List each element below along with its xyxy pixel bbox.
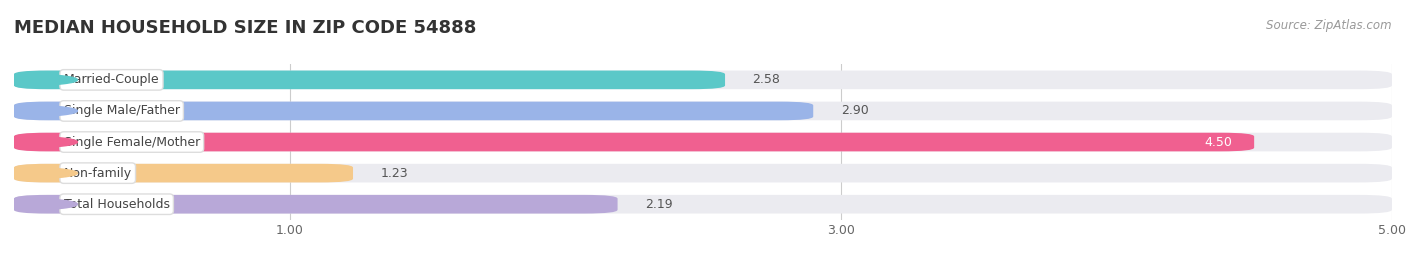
Circle shape xyxy=(0,168,77,179)
FancyBboxPatch shape xyxy=(14,164,353,183)
FancyBboxPatch shape xyxy=(14,102,1392,120)
Text: Total Households: Total Households xyxy=(63,198,170,211)
Text: Single Female/Mother: Single Female/Mother xyxy=(63,136,200,148)
Circle shape xyxy=(0,199,77,210)
Circle shape xyxy=(0,136,77,148)
FancyBboxPatch shape xyxy=(14,70,725,89)
Circle shape xyxy=(0,74,77,85)
Text: Source: ZipAtlas.com: Source: ZipAtlas.com xyxy=(1267,19,1392,32)
FancyBboxPatch shape xyxy=(14,133,1392,151)
Circle shape xyxy=(0,105,77,117)
FancyBboxPatch shape xyxy=(14,102,813,120)
Text: 2.90: 2.90 xyxy=(841,105,869,117)
Text: Married-Couple: Married-Couple xyxy=(63,73,159,86)
FancyBboxPatch shape xyxy=(14,70,1392,89)
FancyBboxPatch shape xyxy=(14,195,617,214)
Text: Single Male/Father: Single Male/Father xyxy=(63,105,180,117)
Text: 4.50: 4.50 xyxy=(1204,136,1232,148)
FancyBboxPatch shape xyxy=(14,164,1392,183)
Text: 1.23: 1.23 xyxy=(381,167,408,180)
Text: MEDIAN HOUSEHOLD SIZE IN ZIP CODE 54888: MEDIAN HOUSEHOLD SIZE IN ZIP CODE 54888 xyxy=(14,19,477,37)
FancyBboxPatch shape xyxy=(14,195,1392,214)
FancyBboxPatch shape xyxy=(14,133,1254,151)
Text: Non-family: Non-family xyxy=(63,167,132,180)
Text: 2.19: 2.19 xyxy=(645,198,672,211)
Text: 2.58: 2.58 xyxy=(752,73,780,86)
